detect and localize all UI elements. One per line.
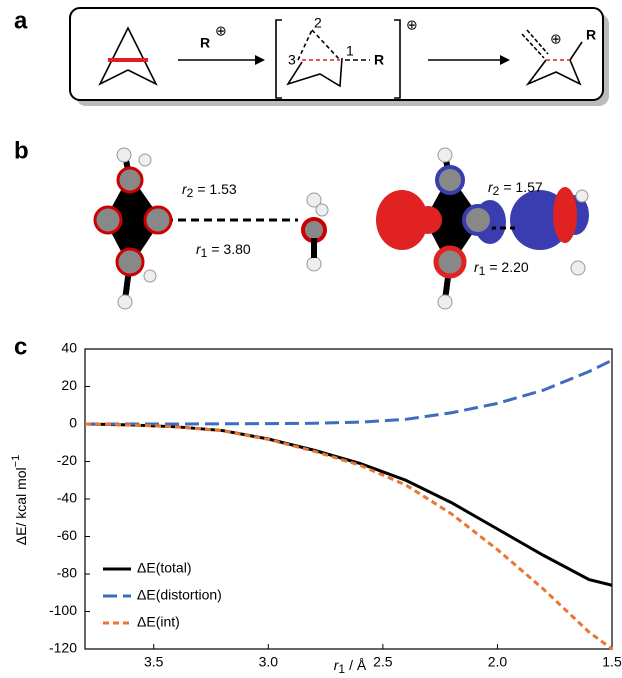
group: R (374, 52, 384, 68)
symbol: r (182, 181, 188, 197)
atom-number: 1 (346, 43, 354, 59)
distance-label: r2 = 1.57 (488, 179, 543, 198)
panel-label: c (14, 333, 27, 360)
x-axis-label: r1 / Å (334, 657, 367, 676)
symbol: r (488, 179, 494, 195)
reagent: R (200, 35, 210, 51)
x-tick-label: 3.5 (144, 654, 164, 670)
reactant (98, 26, 158, 86)
arrow-head (255, 55, 265, 65)
group: R (586, 27, 596, 43)
symbol: r (196, 241, 202, 257)
y-axis-label: ΔE/ kcal mol−1 (10, 455, 29, 545)
molecule-left (93, 147, 329, 310)
y-tick-label: 40 (61, 340, 77, 356)
y-tick-label: -20 (57, 452, 77, 468)
value: = 1.53 (197, 181, 237, 197)
series-line (85, 358, 613, 426)
x-label-unit: / Å (349, 657, 367, 673)
y-label-sup: −1 (10, 455, 22, 468)
atom-number: 3 (288, 52, 296, 68)
series-line (84, 422, 613, 651)
y-tick-label: 20 (61, 377, 77, 393)
distance-label: r2 = 1.53 (182, 181, 237, 200)
brackets (275, 19, 401, 99)
legend-label: ΔE(total) (137, 560, 191, 576)
distance-label: r1 = 3.80 (196, 241, 251, 260)
subscript: 1 (479, 264, 486, 278)
y-tick-label: 0 (69, 415, 77, 431)
charge: ⊕ (550, 31, 562, 47)
arrow-head (500, 55, 510, 65)
x-label-symbol: r (334, 657, 340, 673)
subscript: 2 (187, 186, 194, 200)
legend-label: ΔE(int) (137, 614, 180, 630)
distance-label: r1 = 2.20 (474, 259, 529, 278)
value: = 3.80 (211, 241, 251, 257)
charge: ⊕ (406, 17, 418, 33)
panel-label: a (14, 7, 28, 34)
molecule-right (376, 147, 589, 310)
symbol: r (474, 259, 480, 275)
charge: ⊕ (215, 23, 227, 39)
y-tick-label: -60 (57, 527, 77, 543)
atom-number: 2 (314, 15, 322, 31)
product (521, 29, 583, 86)
x-tick-label: 1.5 (602, 654, 622, 670)
y-tick-label: -80 (57, 565, 77, 581)
value: = 2.20 (489, 259, 529, 275)
scheme-box (69, 7, 604, 101)
intermediate (286, 29, 370, 88)
subscript: 2 (493, 184, 500, 198)
y-tick-label: -120 (49, 640, 77, 656)
x-tick-label: 2.0 (488, 654, 508, 670)
x-tick-label: 2.5 (373, 654, 393, 670)
panel-label: b (14, 137, 29, 164)
y-tick-label: -100 (49, 602, 77, 618)
legend-label: ΔE(distortion) (137, 587, 222, 603)
subscript: 1 (201, 246, 208, 260)
x-tick-label: 3.0 (259, 654, 279, 670)
x-label-sub: 1 (338, 662, 345, 676)
y-tick-label: -40 (57, 490, 77, 506)
y-label-text: ΔE/ kcal mol (13, 467, 29, 545)
value: = 1.57 (503, 179, 543, 195)
plot: -120 -100 -80 -60 -40 -20 0 20 40 3.5 3.0 2.5 2.0 1.5… (49, 340, 622, 670)
